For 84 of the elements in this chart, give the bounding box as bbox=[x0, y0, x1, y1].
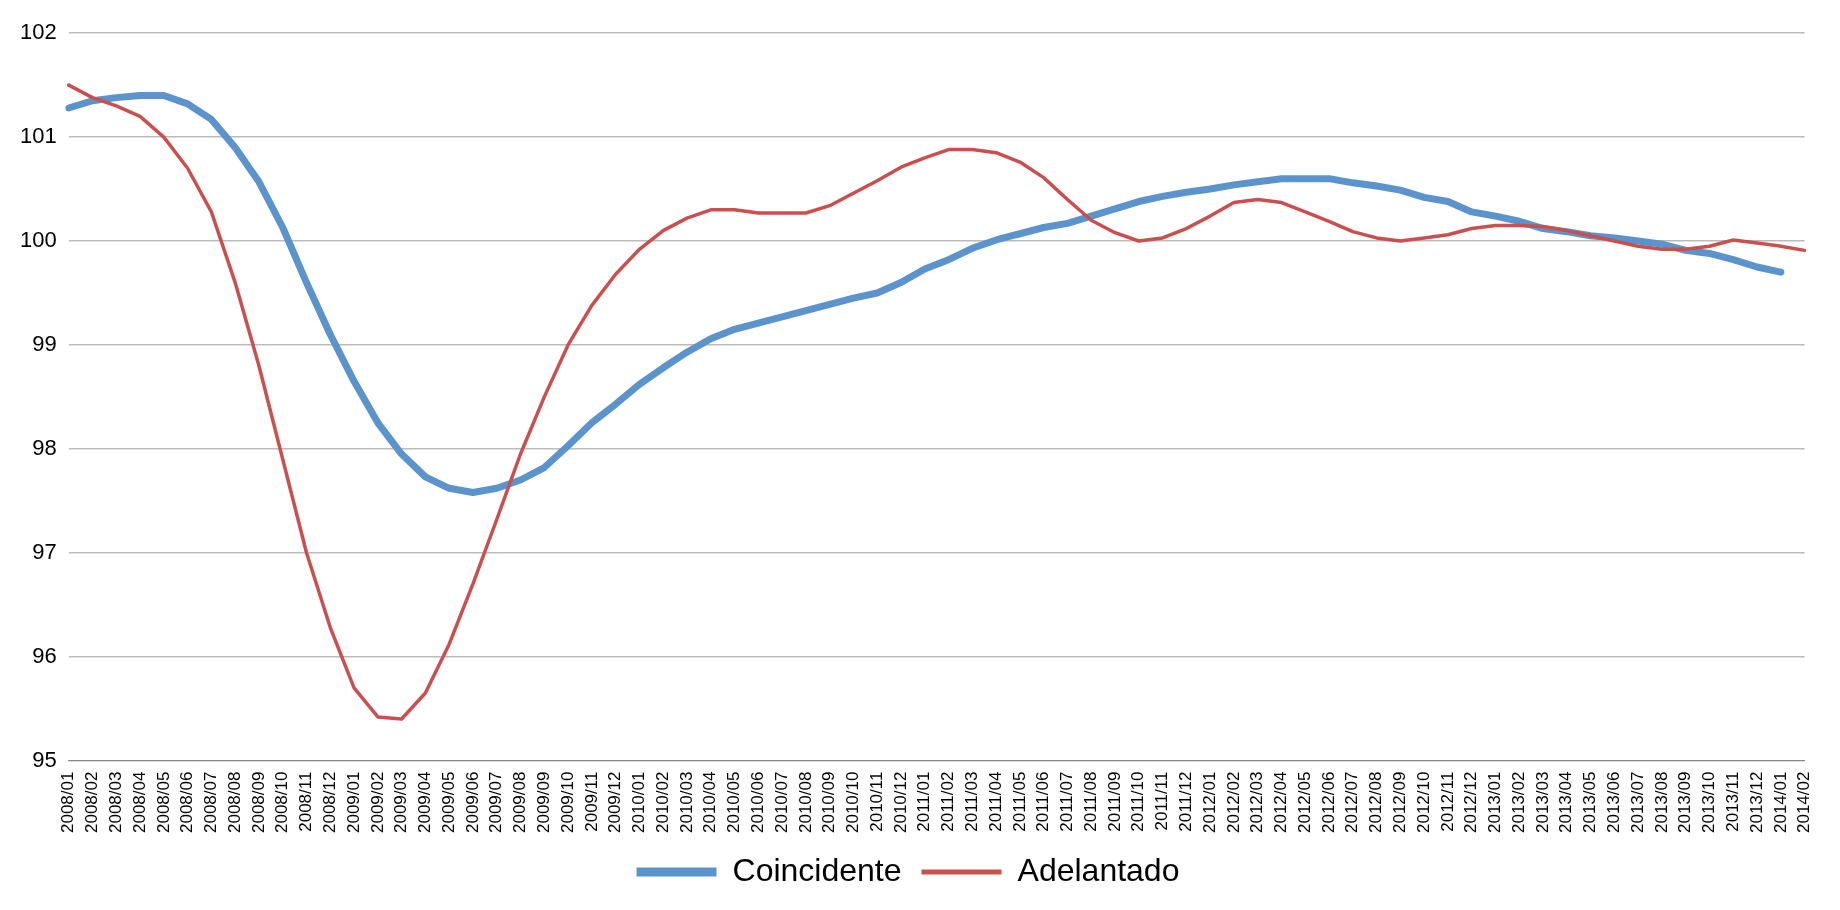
x-tick-label: 2010/04 bbox=[700, 771, 720, 833]
x-tick-label: 2012/02 bbox=[1223, 771, 1243, 833]
x-tick-label: 2012/05 bbox=[1294, 771, 1314, 833]
x-tick-label: 2013/11 bbox=[1722, 771, 1742, 832]
x-tick-label: 2008/08 bbox=[224, 771, 244, 833]
x-tick-label: 2011/12 bbox=[1176, 771, 1196, 832]
x-tick-label: 2012/12 bbox=[1461, 771, 1481, 833]
x-tick-label: 2010/05 bbox=[724, 771, 744, 833]
x-tick-label: 2012/04 bbox=[1271, 771, 1291, 833]
y-tick-label: 98 bbox=[32, 434, 57, 460]
x-tick-label: 2009/07 bbox=[486, 771, 506, 833]
x-tick-label: 2013/03 bbox=[1532, 771, 1552, 833]
x-tick-label: 2012/11 bbox=[1437, 771, 1457, 832]
x-tick-label: 2010/09 bbox=[819, 771, 839, 833]
x-tick-label: 2009/11 bbox=[581, 771, 601, 832]
x-tick-label: 2008/03 bbox=[105, 771, 125, 833]
x-tick-label: 2009/06 bbox=[462, 771, 482, 833]
x-tick-label: 2008/07 bbox=[201, 771, 221, 833]
x-tick-label: 2011/10 bbox=[1128, 771, 1148, 832]
x-tick-label: 2013/08 bbox=[1651, 771, 1671, 833]
x-tick-label: 2010/12 bbox=[890, 771, 910, 833]
x-tick-label: 2011/01 bbox=[914, 771, 934, 832]
x-tick-label: 2011/04 bbox=[985, 771, 1005, 832]
x-tick-label: 2013/07 bbox=[1627, 771, 1647, 833]
x-tick-label: 2011/11 bbox=[1152, 771, 1172, 831]
x-tick-label: 2013/01 bbox=[1485, 771, 1505, 833]
x-tick-label: 2010/10 bbox=[843, 771, 863, 833]
x-tick-label: 2013/02 bbox=[1508, 771, 1528, 833]
x-tick-label: 2008/01 bbox=[58, 771, 78, 833]
x-tick-label: 2012/01 bbox=[1199, 771, 1219, 833]
x-tick-label: 2013/05 bbox=[1580, 771, 1600, 833]
x-tick-label: 2009/10 bbox=[557, 771, 577, 833]
y-tick-label: 95 bbox=[32, 746, 57, 772]
x-tick-label: 2010/02 bbox=[652, 771, 672, 833]
x-tick-label: 2012/09 bbox=[1390, 771, 1410, 833]
x-tick-label: 2013/09 bbox=[1675, 771, 1695, 833]
y-tick-label: 96 bbox=[32, 642, 57, 668]
x-tick-label: 2011/05 bbox=[1009, 771, 1029, 832]
x-tick-label: 2009/02 bbox=[367, 771, 387, 833]
x-tick-label: 2008/05 bbox=[153, 771, 173, 833]
x-tick-label: 2008/10 bbox=[272, 771, 292, 833]
x-tick-label: 2009/03 bbox=[391, 771, 411, 833]
x-tick-label: 2009/04 bbox=[415, 771, 435, 833]
x-tick-label: 2010/07 bbox=[771, 771, 791, 833]
x-tick-label: 2014/02 bbox=[1794, 771, 1814, 833]
x-tick-label: 2011/02 bbox=[938, 771, 958, 832]
x-tick-label: 2011/08 bbox=[1080, 771, 1100, 832]
legend-label: Coincidente bbox=[732, 851, 902, 888]
x-tick-label: 2012/07 bbox=[1342, 771, 1362, 833]
x-tick-label: 2009/01 bbox=[343, 771, 363, 833]
y-tick-label: 101 bbox=[19, 123, 57, 149]
x-tick-label: 2012/06 bbox=[1318, 771, 1338, 833]
x-tick-label: 2012/10 bbox=[1413, 771, 1433, 833]
x-tick-label: 2010/03 bbox=[676, 771, 696, 833]
x-tick-label: 2011/07 bbox=[1057, 771, 1077, 832]
y-tick-label: 99 bbox=[32, 330, 57, 356]
x-tick-label: 2012/03 bbox=[1247, 771, 1267, 833]
x-tick-label: 2010/08 bbox=[795, 771, 815, 833]
x-tick-label: 2010/01 bbox=[629, 771, 649, 833]
x-tick-label: 2014/01 bbox=[1770, 771, 1790, 833]
x-tick-label: 2010/11 bbox=[866, 771, 886, 832]
x-tick-label: 2013/10 bbox=[1699, 771, 1719, 833]
x-tick-label: 2009/12 bbox=[605, 771, 625, 833]
x-tick-label: 2008/09 bbox=[248, 771, 268, 833]
x-tick-label: 2009/08 bbox=[510, 771, 530, 833]
x-tick-label: 2013/04 bbox=[1556, 771, 1576, 833]
x-tick-label: 2011/09 bbox=[1104, 771, 1124, 832]
x-tick-label: 2008/11 bbox=[296, 771, 316, 832]
x-tick-label: 2008/06 bbox=[177, 771, 197, 833]
y-tick-label: 97 bbox=[32, 538, 57, 564]
x-tick-label: 2009/05 bbox=[438, 771, 458, 833]
y-tick-label: 102 bbox=[19, 19, 57, 45]
x-tick-label: 2011/06 bbox=[1033, 771, 1053, 832]
y-tick-label: 100 bbox=[19, 227, 57, 253]
legend-label: Adelantado bbox=[1017, 851, 1180, 888]
x-tick-label: 2008/04 bbox=[129, 771, 149, 833]
x-tick-label: 2012/08 bbox=[1366, 771, 1386, 833]
x-tick-label: 2008/12 bbox=[319, 771, 339, 833]
x-tick-label: 2010/06 bbox=[748, 771, 767, 833]
x-tick-label: 2013/06 bbox=[1604, 771, 1624, 833]
x-tick-label: 2008/02 bbox=[82, 771, 102, 833]
x-tick-label: 2011/03 bbox=[962, 771, 982, 832]
x-tick-label: 2009/09 bbox=[533, 771, 553, 833]
x-tick-label: 2013/12 bbox=[1746, 771, 1766, 833]
